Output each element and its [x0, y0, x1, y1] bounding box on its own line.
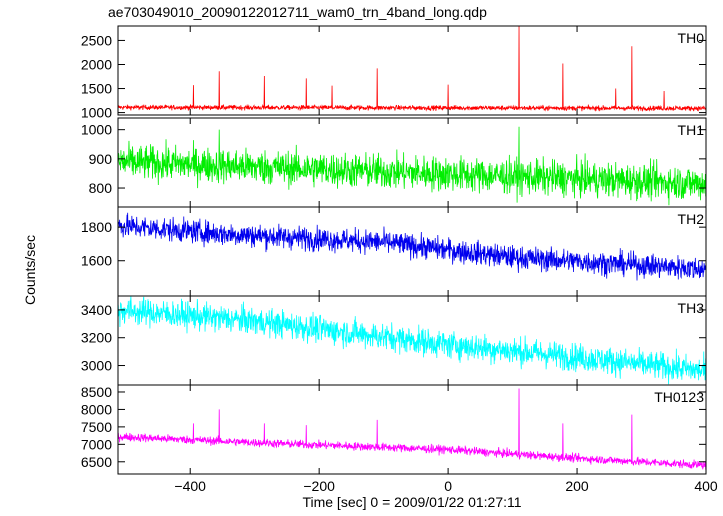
y-tick-label: 1800	[81, 219, 112, 235]
y-tick-label: 3400	[81, 302, 112, 318]
y-tick-label: 1600	[81, 253, 112, 269]
x-tick-label: 400	[694, 478, 718, 494]
y-tick-label: 1500	[81, 81, 112, 97]
y-tick-label: 900	[89, 151, 113, 167]
x-tick-label: −400	[174, 478, 206, 494]
y-tick-label: 6500	[81, 454, 112, 470]
series-line-th0123	[118, 388, 706, 470]
panel-frame-th2	[117, 206, 707, 297]
series-line-th2	[118, 212, 706, 281]
series-line-th3	[118, 296, 706, 385]
panel-label-th3: TH3	[678, 300, 705, 316]
y-tick-label: 8500	[81, 384, 112, 400]
y-tick-label: 800	[89, 180, 113, 196]
y-tick-label: 7500	[81, 419, 112, 435]
y-tick-label: 2500	[81, 32, 112, 48]
y-tick-label: 1000	[81, 105, 112, 121]
panel-frame-th0	[117, 25, 707, 116]
y-tick-label: 7000	[81, 436, 112, 452]
x-tick-label: 200	[565, 478, 589, 494]
y-tick-label: 1000	[81, 122, 112, 138]
x-tick-label: 0	[444, 478, 452, 494]
y-tick-label: 8000	[81, 401, 112, 417]
chart-title: ae703049010_20090122012711_wam0_trn_4ban…	[108, 4, 487, 20]
x-tick-label: −200	[303, 478, 335, 494]
series-line-th1	[118, 126, 706, 206]
x-axis-label: Time [sec] 0 = 2009/01/22 01:27:11	[302, 494, 522, 510]
panel-label-th0123: TH0123	[654, 389, 704, 405]
panel-label-th2: TH2	[678, 211, 705, 227]
panel-frame-th0123	[117, 384, 707, 475]
panel-label-th1: TH1	[678, 122, 705, 138]
series-line-th0	[118, 26, 706, 112]
y-tick-label: 2000	[81, 56, 112, 72]
y-tick-label: 3000	[81, 358, 112, 374]
y-tick-label: 3200	[81, 330, 112, 346]
panel-label-th0: TH0	[678, 30, 705, 46]
